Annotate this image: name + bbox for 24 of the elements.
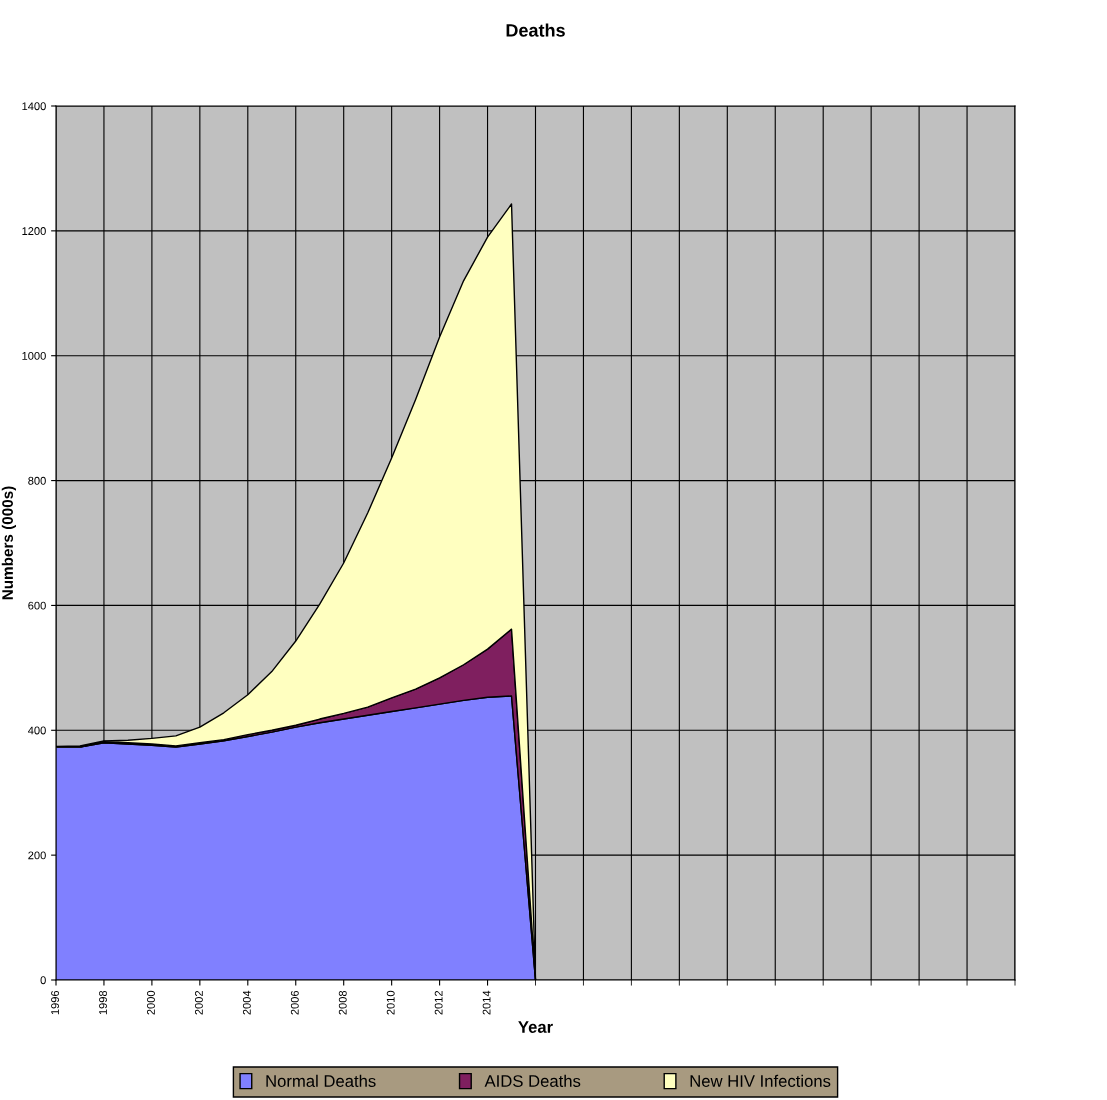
x-tick-label: 2014 <box>482 990 491 1015</box>
y-tick-label: 800 <box>28 476 46 485</box>
y-tick-label: 200 <box>28 851 46 860</box>
legend-label: Normal Deaths <box>266 1074 376 1087</box>
x-axis-title: Year <box>518 1021 553 1033</box>
x-tick-label: 2012 <box>434 990 443 1015</box>
y-tick-label: 600 <box>28 601 46 610</box>
chart-title: Deaths <box>506 23 565 37</box>
y-tick-label: 1400 <box>22 102 46 111</box>
y-tick-label: 1200 <box>22 227 46 235</box>
y-axis-title: Numbers (000s) <box>1 486 17 600</box>
x-tick-label: 2002 <box>194 990 203 1015</box>
legend-label: AIDS Deaths <box>484 1074 581 1087</box>
x-tick-label: 2000 <box>147 990 155 1015</box>
y-tick-label: 0 <box>40 976 46 985</box>
x-tick-label: 2008 <box>338 990 347 1015</box>
y-tick-label: 1000 <box>22 351 46 360</box>
x-tick-label: 2006 <box>290 990 299 1015</box>
x-tick-label: 1998 <box>99 990 107 1015</box>
x-tick-label: 1996 <box>51 990 59 1015</box>
x-tick-label: 2004 <box>242 990 251 1015</box>
x-tick-label: 2010 <box>386 990 395 1015</box>
legend-label: New HIV Infections <box>690 1074 831 1087</box>
y-tick-label: 400 <box>28 726 46 735</box>
